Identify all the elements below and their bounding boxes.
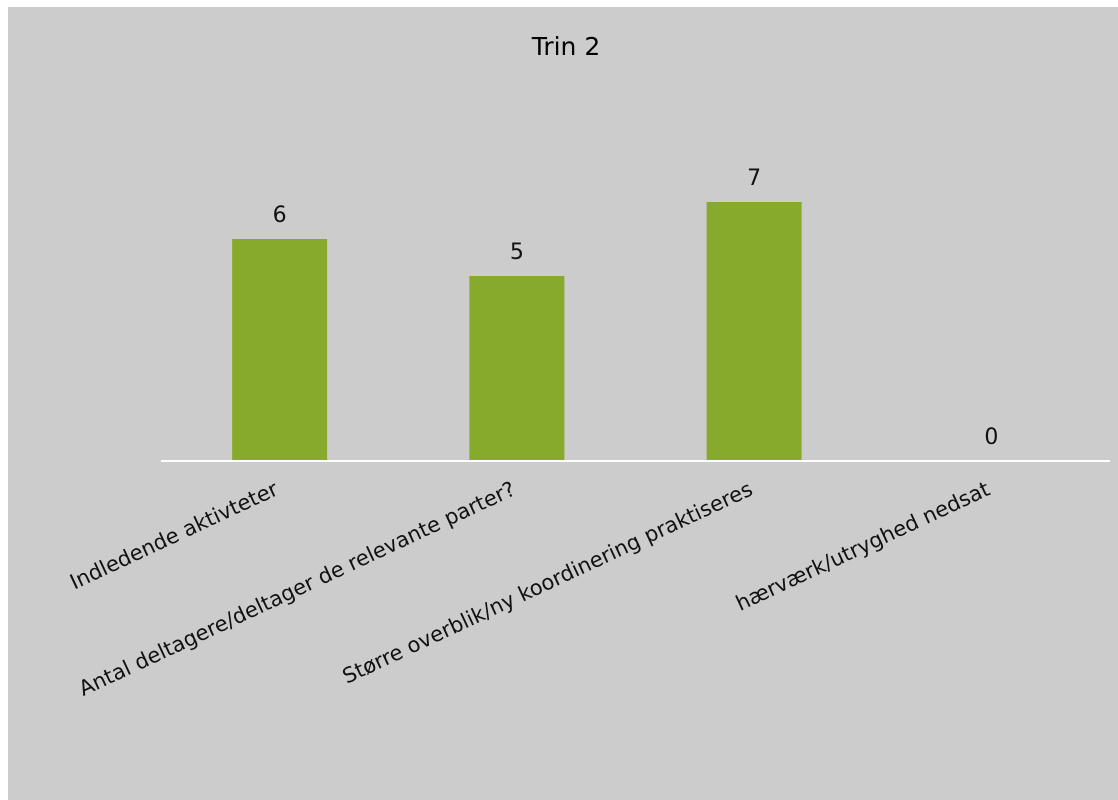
- category-label-1: Indledende aktivteter: [66, 477, 282, 595]
- bars-group: [232, 202, 802, 461]
- bar-2: [469, 276, 565, 461]
- value-labels-group: 6 5 7 0: [273, 166, 999, 450]
- value-label-4: 0: [984, 425, 998, 450]
- category-label-3: Større overblik/ny koordinering praktise…: [339, 477, 756, 689]
- value-label-3: 7: [747, 166, 761, 191]
- bar-3: [706, 202, 802, 461]
- category-label-4: hærværk/utryghed nedsat: [732, 477, 993, 616]
- bar-1: [232, 239, 328, 461]
- value-label-2: 5: [510, 240, 524, 265]
- value-label-1: 6: [273, 203, 287, 228]
- chart-title: Trin 2: [531, 32, 601, 61]
- category-label-2: Antal deltagere/deltager de relevante pa…: [75, 477, 519, 701]
